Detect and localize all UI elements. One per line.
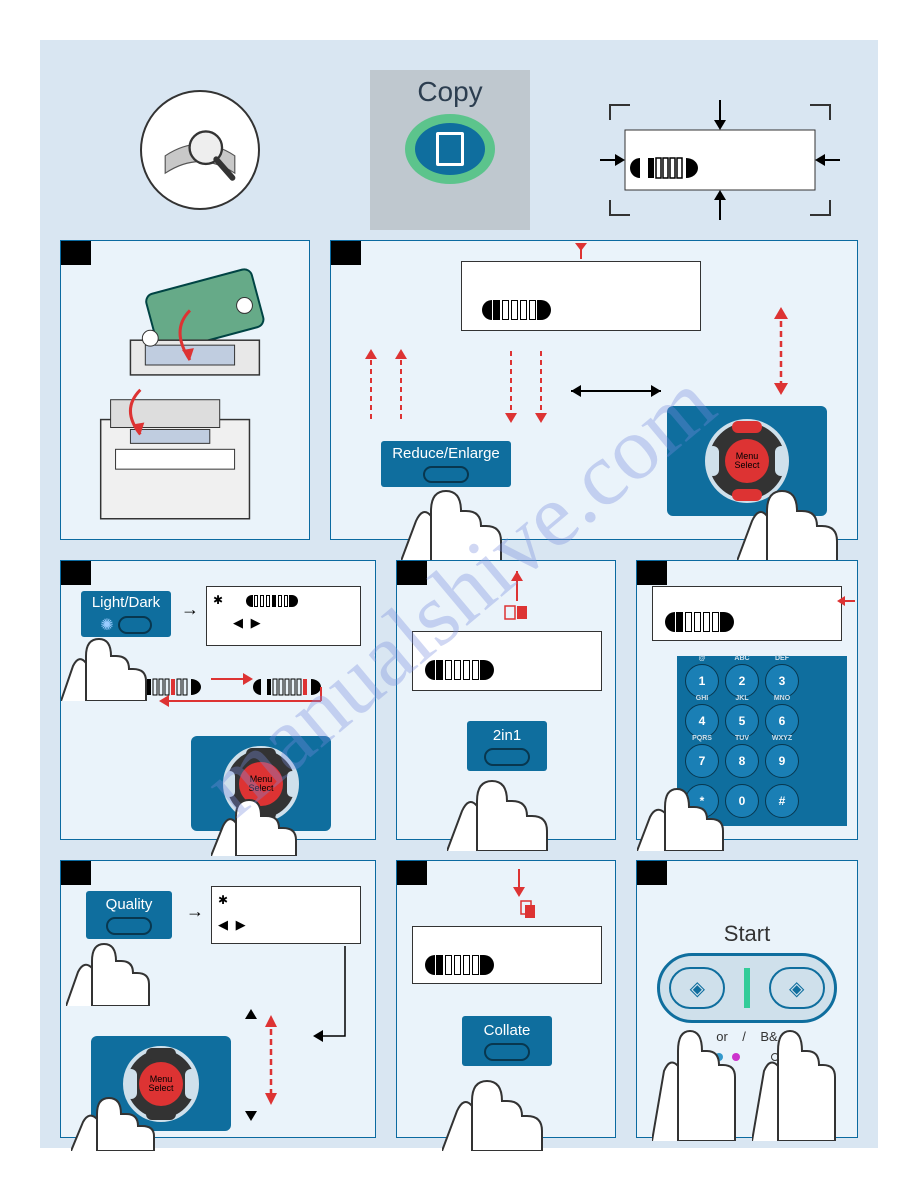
button-label: Light/Dark (92, 594, 160, 611)
key-5[interactable]: JKL5 (725, 704, 759, 738)
panel-7-collate: Collate (396, 860, 616, 1138)
copy-label: Copy (370, 70, 530, 108)
step-number (61, 241, 91, 265)
finger-press-icon (71, 1086, 171, 1151)
red-left-arrow-icon (835, 591, 855, 611)
finger-press-icon (442, 1061, 552, 1151)
finger-press-icon (61, 621, 151, 701)
arrow-right-icon: → (186, 901, 204, 922)
finger-press-icon (66, 926, 161, 1006)
start-bw-button[interactable]: ◈ (769, 967, 825, 1009)
2in1-doc-icon (497, 571, 537, 631)
copy-mode-button[interactable]: Copy (370, 70, 530, 230)
toner-indicator-icon (425, 955, 494, 975)
key-hash[interactable]: # (765, 784, 799, 818)
key-2[interactable]: ABC2 (725, 664, 759, 698)
printer-scanner-icon (61, 241, 309, 539)
lcd-screen: ✱ ◀ ▶ (211, 886, 361, 944)
finger-press-icon (401, 471, 511, 561)
finger-press-icon (652, 1011, 747, 1141)
button-label: Collate (484, 1022, 531, 1039)
lcd-screen (652, 586, 842, 641)
start-color-button[interactable]: ◈ (669, 967, 725, 1009)
panel-1-load-document (60, 240, 310, 540)
step-number (397, 561, 427, 585)
header-row: Copy (40, 40, 878, 240)
asterisk-label: ✱ (213, 593, 223, 607)
lcd-screen: ✱ ◀ ▶ (206, 586, 361, 646)
finger-press-icon (211, 786, 311, 856)
collate-doc-icon (507, 869, 547, 924)
button-label: Reduce/Enlarge (392, 445, 500, 462)
button-label: Quality (106, 896, 153, 913)
arrow-right-icon: → (181, 599, 199, 620)
panel-5-keypad: @1 ABC2 DEF3 GHI4 JKL5 MNO6 PQRS7 TUV8 W… (636, 560, 858, 840)
step-number (397, 861, 427, 885)
lr-arrows: ◀ ▶ (233, 615, 354, 631)
manual-page: Copy (40, 40, 878, 1148)
collate-button[interactable]: Collate (462, 1016, 552, 1066)
density-compare-diagram (141, 661, 371, 721)
button-label: 2in1 (493, 727, 521, 744)
finger-press-icon (447, 761, 557, 851)
toner-indicator-icon (665, 612, 734, 632)
step-number (637, 861, 667, 885)
key-1[interactable]: @1 (685, 664, 719, 698)
key-6[interactable]: MNO6 (765, 704, 799, 738)
copy-button-icon (415, 123, 485, 175)
step-number (61, 561, 91, 585)
key-4[interactable]: GHI4 (685, 704, 719, 738)
finger-press-icon (637, 771, 737, 851)
finger-press-icon (752, 1011, 847, 1141)
key-3[interactable]: DEF3 (765, 664, 799, 698)
step-number (61, 861, 91, 885)
panel-8-start: Start ◈ ◈ or / B& (636, 860, 858, 1138)
path-arrow-icon (305, 946, 355, 1056)
panel-6-quality: Quality → ✱ ◀ ▶ (60, 860, 376, 1138)
lcd-screen (412, 631, 602, 691)
ud-arrows-diagram (241, 1001, 281, 1131)
asterisk-label: ✱ (218, 893, 228, 907)
toner-indicator-icon (425, 660, 494, 680)
lr-arrows: ◀ ▶ (218, 917, 354, 933)
divider (744, 968, 750, 1008)
lcd-bracket-diagram (600, 100, 840, 220)
start-label: Start (637, 921, 857, 947)
panel-2-reduce-enlarge: Reduce/Enlarge Menu Select (330, 240, 858, 540)
key-9[interactable]: WXYZ9 (765, 744, 799, 778)
panel-4-2in1: 2in1 (396, 560, 616, 840)
finger-press-icon (737, 471, 847, 561)
button-pill-icon (484, 1043, 530, 1061)
copy-button-outer (405, 114, 495, 184)
magnify-book-icon (140, 90, 260, 210)
panel-3-light-dark: Light/Dark ✺ → ✱ ◀ ▶ (60, 560, 376, 840)
step-number (637, 561, 667, 585)
density-bar-icon (246, 595, 298, 607)
lcd-screen (412, 926, 602, 984)
